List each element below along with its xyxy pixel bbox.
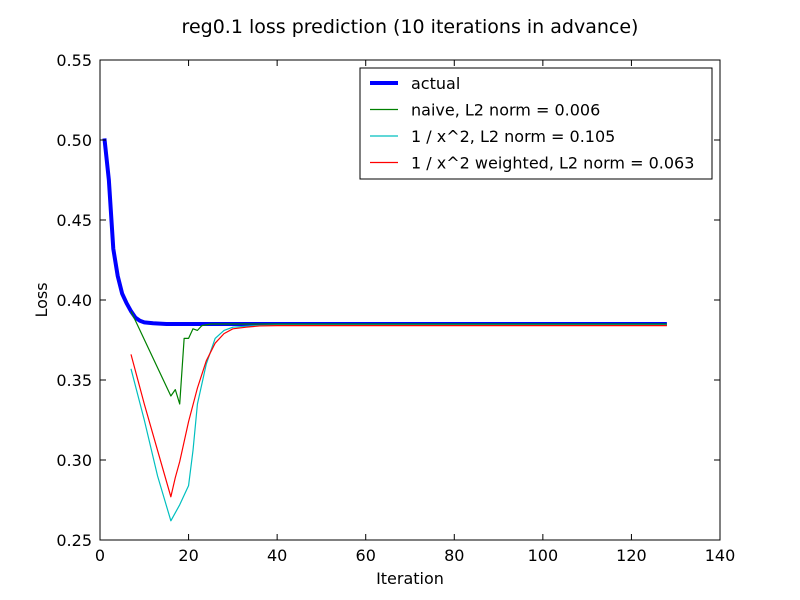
- chart-title: reg0.1 loss prediction (10 iterations in…: [182, 16, 639, 38]
- y-axis-label: Loss: [32, 282, 51, 317]
- y-tick-label: 0.45: [56, 211, 92, 230]
- y-tick-label: 0.50: [56, 131, 92, 150]
- y-tick-label: 0.55: [56, 51, 92, 70]
- series-layer: [102, 138, 667, 522]
- legend-entry-label: 1 / x^2, L2 norm = 0.105: [411, 127, 615, 146]
- legend-entry-label: actual: [411, 74, 460, 93]
- x-tick-label: 60: [356, 546, 376, 565]
- x-axis-label: Iteration: [376, 569, 444, 588]
- y-tick-label: 0.35: [56, 371, 92, 390]
- ticks-layer: 0 20 40 60 80 100 120 140 0.25 0.30 0.35 0.40 0.45 0.…: [56, 51, 735, 565]
- series-line-1: [130, 310, 667, 405]
- y-tick-label: 0.30: [56, 451, 92, 470]
- legend-entry-label: 1 / x^2 weighted, L2 norm = 0.063: [411, 154, 694, 173]
- y-tick-label: 0.40: [56, 291, 92, 310]
- legend: actual naive, L2 norm = 0.006 1 / x^2, L2 …: [359, 67, 713, 180]
- legend-entry-label: naive, L2 norm = 0.006: [411, 101, 600, 120]
- legend-box: [359, 67, 713, 180]
- y-tick-label: 0.25: [56, 531, 92, 550]
- x-tick-label: 40: [267, 546, 287, 565]
- x-tick-label: 0: [95, 546, 105, 565]
- x-tick-label: 100: [528, 546, 559, 565]
- x-tick-label: 120: [616, 546, 647, 565]
- x-tick-label: 20: [178, 546, 198, 565]
- series-line-3: [130, 325, 667, 498]
- x-tick-label: 80: [444, 546, 464, 565]
- x-tick-label: 140: [705, 546, 736, 565]
